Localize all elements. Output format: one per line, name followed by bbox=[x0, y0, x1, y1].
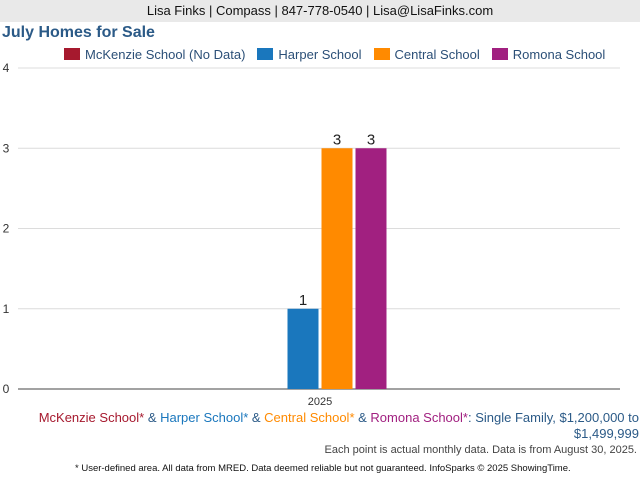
data-label-3-0: 3 bbox=[367, 131, 375, 148]
contact-header: Lisa Finks | Compass | 847-778-0540 | Li… bbox=[0, 0, 640, 22]
legend-label-mckenzie: McKenzie School (No Data) bbox=[85, 46, 246, 62]
footer-disclaimer: * User-defined area. All data from MRED.… bbox=[75, 463, 571, 474]
legend-item-harper[interactable]: Harper School bbox=[257, 46, 362, 62]
bar-3-0 bbox=[355, 148, 387, 389]
legend-label-romona: Romona School bbox=[512, 46, 606, 62]
chart-legend: McKenzie School (No Data) Harper School … bbox=[64, 45, 617, 63]
y-tick-label-0: 0 bbox=[3, 382, 10, 396]
legend-item-romona[interactable]: Romona School bbox=[491, 46, 606, 62]
legend-item-mckenzie[interactable]: McKenzie School (No Data) bbox=[64, 47, 245, 62]
caption-amp-2: & bbox=[248, 410, 265, 425]
y-tick-label-4: 4 bbox=[3, 61, 10, 75]
x-tick-label-0: 2025 bbox=[308, 396, 332, 408]
legend-label-harper: Harper School bbox=[278, 46, 362, 62]
data-label-2-0: 3 bbox=[333, 131, 341, 148]
bar-chart: 0 1 2 3 4 1 3 3 2025 bbox=[3, 61, 620, 408]
legend-swatch-romona bbox=[491, 48, 508, 60]
bar-1-0 bbox=[287, 308, 319, 389]
caption-central: Central School* bbox=[264, 410, 355, 425]
data-label-1-0: 1 bbox=[299, 292, 307, 309]
y-tick-label-3: 3 bbox=[3, 141, 10, 155]
legend-swatch-harper bbox=[257, 48, 274, 60]
caption-romona: Romona School* bbox=[370, 410, 468, 425]
caption-criteria-2: $1,499,999 bbox=[573, 426, 639, 441]
data-note: Each point is actual monthly data. Data … bbox=[324, 444, 637, 456]
caption-amp-3: & bbox=[354, 410, 371, 425]
caption-harper: Harper School* bbox=[160, 410, 249, 425]
bar-2-0 bbox=[321, 148, 353, 389]
chart-caption: McKenzie School* & Harper School* & Cent… bbox=[0, 410, 640, 442]
chart-title: July Homes for Sale bbox=[2, 24, 155, 41]
y-tick-label-2: 2 bbox=[3, 222, 10, 236]
caption-mckenzie: McKenzie School* bbox=[38, 410, 145, 425]
legend-swatch-mckenzie bbox=[64, 48, 80, 60]
legend-swatch-central bbox=[373, 48, 390, 60]
y-tick-label-1: 1 bbox=[3, 302, 10, 316]
legend-label-central: Central School bbox=[394, 46, 480, 62]
legend-item-central[interactable]: Central School bbox=[373, 46, 480, 62]
caption-amp-1: & bbox=[144, 410, 161, 425]
caption-criteria: : Single Family, $1,200,000 to bbox=[467, 410, 639, 425]
